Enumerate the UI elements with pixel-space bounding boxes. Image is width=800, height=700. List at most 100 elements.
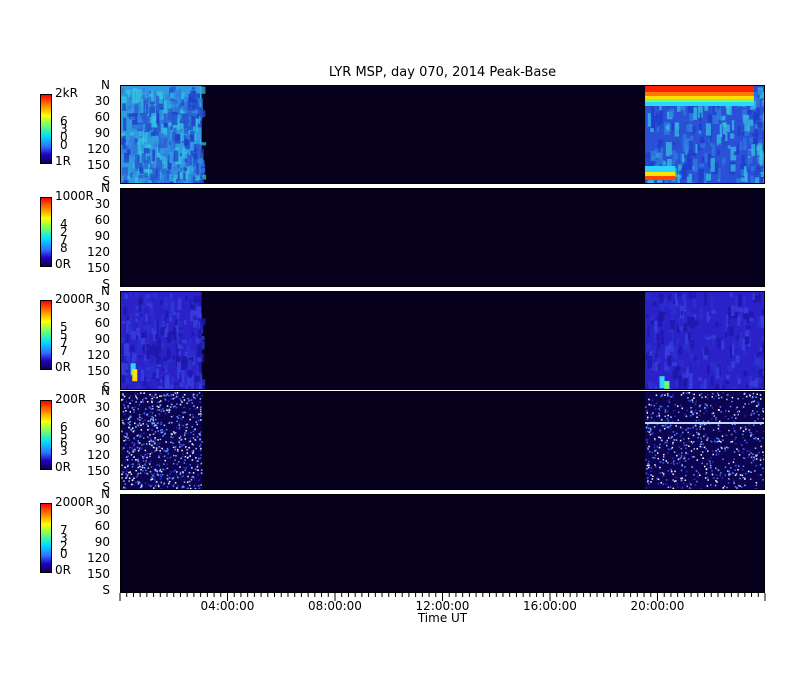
speckle-pixel <box>662 456 665 458</box>
speckle-pixel <box>703 465 706 468</box>
emission-pixel <box>182 147 188 159</box>
speckle-pixel <box>142 443 145 445</box>
speckle-pixel <box>155 449 158 451</box>
speckle-pixel <box>172 463 175 465</box>
speckle-pixel <box>142 455 144 458</box>
speckle-pixel <box>733 482 735 484</box>
emission-pixel <box>135 385 140 389</box>
speckle-pixel <box>186 432 188 434</box>
speckle-pixel <box>130 454 133 456</box>
emission-pixel <box>168 140 173 145</box>
speckle-pixel <box>180 476 183 478</box>
emission-pixel <box>725 114 730 129</box>
speckle-pixel <box>709 404 712 407</box>
emission-pixel <box>762 131 764 140</box>
speckle-pixel <box>712 461 714 463</box>
speckle-pixel <box>199 449 202 452</box>
speckle-pixel <box>133 450 136 452</box>
speckle-pixel <box>710 457 712 459</box>
emission-pixel <box>179 91 182 105</box>
speckle-pixel <box>717 438 720 440</box>
emission-pixel <box>759 92 764 99</box>
speckle-pixel <box>152 420 155 423</box>
speckle-pixel <box>128 439 131 442</box>
speckle-pixel <box>713 477 715 479</box>
emission-pixel <box>668 136 675 148</box>
speckle-pixel <box>707 420 710 423</box>
speckle-pixel <box>183 399 186 401</box>
emission-pixel <box>740 311 744 322</box>
speckle-pixel <box>667 420 670 422</box>
speckle-pixel <box>177 450 179 452</box>
speckle-pixel <box>158 463 161 465</box>
emission-pixel <box>178 346 181 357</box>
emission-pixel <box>668 328 673 332</box>
speckle-pixel <box>192 416 194 418</box>
speckle-pixel <box>145 397 147 400</box>
emission-pixel <box>137 124 142 130</box>
speckle-pixel <box>162 483 165 486</box>
speckle-pixel <box>200 443 202 446</box>
speckle-pixel <box>687 458 690 460</box>
emission-pixel <box>674 122 680 137</box>
emission-pixel <box>717 149 720 156</box>
emission-pixel <box>170 384 173 389</box>
speckle-pixel <box>169 421 171 423</box>
emission-pixel <box>694 320 699 326</box>
speckle-pixel <box>664 425 666 428</box>
speckle-pixel <box>673 409 675 412</box>
speckle-pixel <box>123 395 126 398</box>
emission-pixel <box>738 294 742 307</box>
speckle-pixel <box>199 434 202 436</box>
colorbar-code-digit: 5 <box>60 428 68 442</box>
emission-pixel <box>757 355 761 362</box>
speckle-pixel <box>182 475 184 477</box>
speckle-pixel <box>147 467 150 469</box>
speckle-pixel <box>148 440 151 443</box>
speckle-pixel <box>176 403 178 405</box>
speckle-pixel <box>752 459 755 462</box>
speckle-pixel <box>142 400 144 403</box>
emission-pixel <box>124 363 129 371</box>
emission-pixel <box>659 104 662 111</box>
speckle-pixel <box>650 481 652 483</box>
speckle-pixel <box>184 438 187 440</box>
speckle-pixel <box>197 469 199 471</box>
speckle-pixel <box>171 433 173 435</box>
speckle-pixel <box>144 453 147 456</box>
speckle-pixel <box>158 409 161 411</box>
emission-pixel <box>747 311 751 321</box>
speckle-pixel <box>154 437 156 439</box>
speckle-pixel <box>750 461 753 464</box>
speckle-pixel <box>699 474 701 476</box>
emission-pixel <box>688 372 693 386</box>
speckle-pixel <box>156 469 158 472</box>
emission-pixel <box>138 128 142 137</box>
speckle-pixel <box>742 433 744 436</box>
y-tick-label: 120 <box>87 244 110 259</box>
emission-pixel <box>181 373 185 383</box>
emission-pixel <box>198 173 203 180</box>
spectrogram-image-3 <box>121 292 764 389</box>
speckle-pixel <box>653 457 656 459</box>
aurora-spot <box>132 369 138 382</box>
emission-pixel <box>756 144 763 156</box>
speckle-pixel <box>174 446 177 448</box>
speckle-pixel <box>179 466 181 468</box>
speckle-pixel <box>665 444 668 447</box>
emission-pixel <box>125 89 131 95</box>
emission-pixel <box>760 176 764 183</box>
emission-pixel <box>200 335 205 340</box>
speckle-pixel <box>150 408 152 410</box>
emission-pixel <box>665 142 672 157</box>
emission-pixel <box>175 385 178 389</box>
speckle-pixel <box>144 419 146 421</box>
speckle-pixel <box>750 431 752 434</box>
emission-pixel <box>158 144 161 153</box>
speckle-pixel <box>198 392 201 394</box>
speckle-pixel <box>710 441 713 443</box>
speckle-pixel <box>131 427 134 429</box>
speckle-pixel <box>738 454 741 456</box>
speckle-pixel <box>728 462 730 465</box>
emission-pixel <box>669 341 674 352</box>
